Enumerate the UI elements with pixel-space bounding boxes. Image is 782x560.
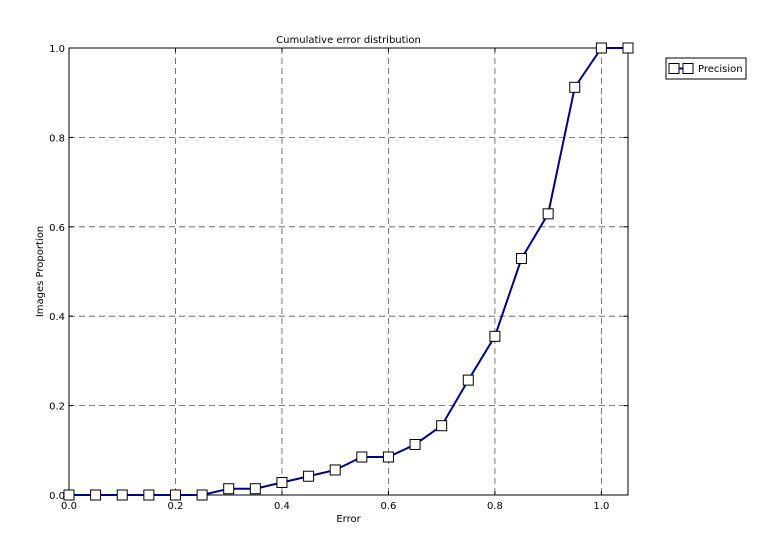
data-point-marker	[249, 483, 261, 495]
x-tick-label: 0.2	[168, 501, 184, 512]
x-tick-label: 0.8	[487, 501, 503, 512]
data-point-marker	[329, 464, 341, 476]
y-tick-label: 0.4	[49, 312, 65, 323]
y-tick-label: 0.2	[49, 402, 65, 413]
x-tick-label: 0.4	[274, 501, 290, 512]
label-layer: Cumulative error distribution Error Imag…	[35, 35, 421, 525]
series-layer	[63, 42, 634, 501]
data-point-marker	[169, 489, 181, 501]
data-point-marker	[382, 451, 394, 463]
data-point-marker	[90, 489, 102, 501]
legend-marker-square	[668, 63, 680, 74]
data-point-marker	[196, 489, 208, 501]
plot-area-frame	[68, 47, 629, 496]
x-tick-label: 1.0	[593, 501, 609, 512]
data-point-marker	[63, 489, 75, 501]
data-point-marker	[542, 208, 554, 220]
y-tick-label: 0.8	[49, 133, 65, 144]
series-line-precision	[69, 47, 628, 496]
data-point-marker	[436, 420, 448, 432]
data-point-marker	[143, 489, 155, 501]
y-tick-label: 0.6	[49, 223, 65, 234]
data-point-marker	[595, 42, 607, 54]
chart-title: Cumulative error distribution	[276, 35, 421, 46]
data-point-marker	[409, 438, 421, 450]
data-point-marker	[462, 374, 474, 386]
grid	[69, 48, 628, 495]
data-point-marker	[569, 81, 581, 93]
data-point-marker	[489, 330, 501, 342]
data-point-marker	[276, 476, 288, 488]
data-point-marker	[116, 489, 128, 501]
legend: Precision	[665, 57, 747, 80]
y-tick-label: 0.0	[49, 491, 65, 502]
x-tick-label: 0.6	[380, 501, 396, 512]
legend-marker-square	[682, 63, 694, 74]
data-point-marker	[223, 483, 235, 495]
x-tick-label: 0.0	[61, 501, 77, 512]
data-point-marker	[303, 470, 315, 482]
x-axis-label: Error	[336, 514, 361, 525]
data-point-marker	[356, 451, 368, 463]
data-point-marker	[622, 42, 634, 54]
y-axis-label: Images Proportion	[35, 226, 46, 317]
axis-ticks: 0.0 0.2 0.4 0.6 0.8 1.0 0.0 0.2 0.4 0.6 0.8 1.0	[49, 44, 628, 512]
legend-label-precision: Precision	[698, 64, 743, 75]
data-point-marker	[516, 253, 528, 265]
y-tick-label: 1.0	[49, 44, 65, 55]
